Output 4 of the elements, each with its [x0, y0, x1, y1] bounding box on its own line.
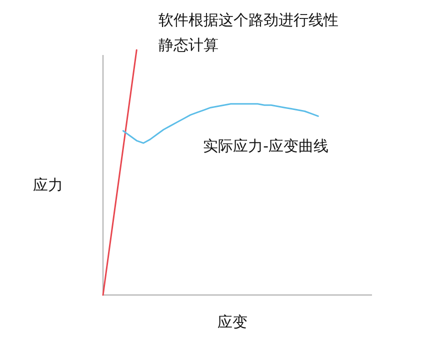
x-axis-title: 应变 — [218, 313, 248, 331]
series-label: 实际应力-应变曲线 — [203, 136, 329, 155]
y-axis-title: 应力 — [33, 176, 63, 194]
series-label: 软件根据这个路劲进行线性静态计算 — [158, 11, 339, 54]
